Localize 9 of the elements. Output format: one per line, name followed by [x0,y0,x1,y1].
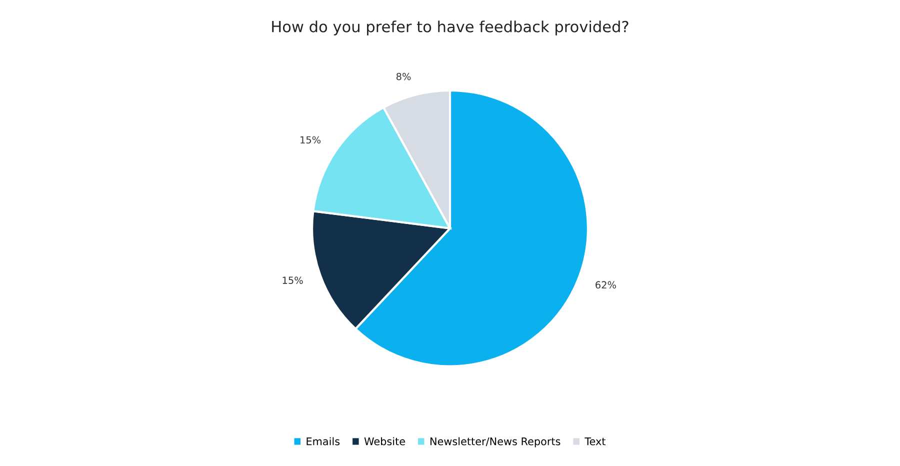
data-label: 15% [300,136,321,144]
data-label: 15% [282,276,303,284]
legend-label: Newsletter/News Reports [430,437,560,448]
legend-label: Website [364,437,405,446]
legend-label: Text [584,438,606,446]
chart-title: How do you prefer to have feedback provided? [272,20,628,36]
data-label: 62% [596,281,616,289]
legend-label: Emails [306,437,340,446]
data-label: 8% [396,72,411,80]
